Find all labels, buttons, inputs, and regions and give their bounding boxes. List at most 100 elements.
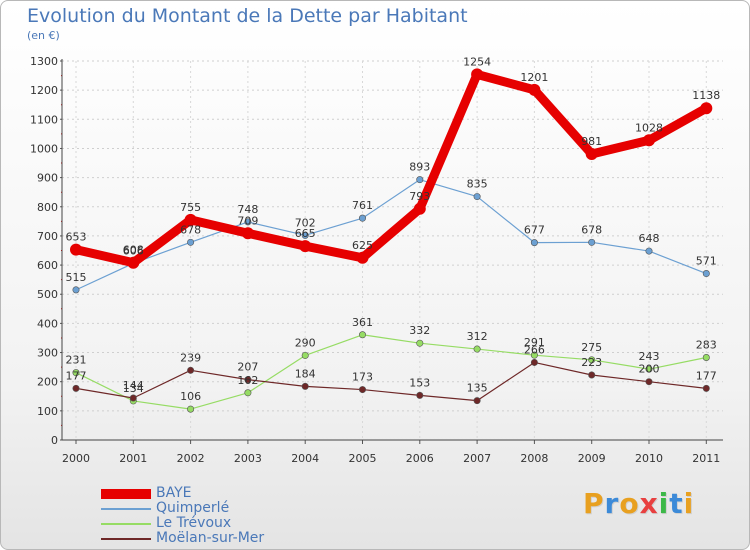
y-tick-label: 400 bbox=[37, 317, 58, 330]
x-tick-label: 2008 bbox=[520, 452, 548, 465]
data-label-baye: 1254 bbox=[463, 55, 491, 68]
y-tick-label: 1000 bbox=[30, 142, 58, 155]
data-point-le-trevoux bbox=[244, 389, 252, 397]
y-tick-label: 1200 bbox=[30, 84, 58, 97]
y-tick-label: 900 bbox=[37, 172, 58, 185]
data-label-quimperle: 748 bbox=[237, 203, 258, 216]
data-point-baye bbox=[471, 68, 484, 81]
data-point-quimperle bbox=[187, 238, 195, 246]
data-label-moelan-sur-mer: 153 bbox=[409, 376, 430, 389]
data-label-baye: 1138 bbox=[692, 89, 720, 102]
data-label-moelan-sur-mer: 177 bbox=[66, 369, 87, 382]
y-tick-label: 800 bbox=[37, 201, 58, 214]
data-point-quimperle bbox=[530, 239, 538, 247]
data-point-le-trevoux bbox=[301, 351, 309, 359]
logo-letter: o bbox=[619, 487, 640, 520]
logo-letter: i bbox=[683, 487, 695, 520]
data-label-le-trevoux: 361 bbox=[352, 316, 373, 329]
data-point-moelan-sur-mer bbox=[187, 366, 195, 374]
data-label-baye: 755 bbox=[180, 201, 201, 214]
unit-label: (en €) bbox=[27, 29, 60, 42]
data-label-baye: 793 bbox=[409, 190, 430, 203]
data-label-moelan-sur-mer: 239 bbox=[180, 351, 201, 364]
data-point-baye bbox=[241, 227, 254, 240]
y-tick-label: 0 bbox=[51, 434, 58, 447]
logo-letter: P bbox=[583, 487, 605, 520]
data-point-quimperle bbox=[244, 218, 252, 226]
data-label-quimperle: 648 bbox=[639, 232, 660, 245]
data-point-quimperle bbox=[416, 176, 424, 184]
data-point-quimperle bbox=[473, 193, 481, 201]
data-label-moelan-sur-mer: 177 bbox=[696, 369, 717, 382]
data-point-quimperle bbox=[645, 247, 653, 255]
legend-label-le-trevoux: Le Trévoux bbox=[156, 515, 232, 531]
y-tick-label: 1300 bbox=[30, 55, 58, 68]
data-point-le-trevoux bbox=[588, 356, 596, 364]
data-label-quimperle: 677 bbox=[524, 224, 545, 237]
y-tick-label: 200 bbox=[37, 376, 58, 389]
data-label-moelan-sur-mer: 207 bbox=[237, 361, 258, 374]
data-point-baye bbox=[700, 102, 713, 115]
data-point-quimperle bbox=[588, 238, 596, 246]
data-label-baye: 709 bbox=[237, 214, 258, 227]
data-label-quimperle: 515 bbox=[66, 271, 87, 284]
x-tick-label: 2002 bbox=[177, 452, 205, 465]
data-point-moelan-sur-mer bbox=[645, 378, 653, 386]
legend-label-moelan-sur-mer: Moëlan-sur-Mer bbox=[156, 530, 265, 546]
data-label-moelan-sur-mer: 266 bbox=[524, 343, 545, 356]
data-point-moelan-sur-mer bbox=[72, 384, 80, 392]
data-point-moelan-sur-mer bbox=[530, 358, 538, 366]
x-tick-label: 2001 bbox=[119, 452, 147, 465]
data-label-moelan-sur-mer: 223 bbox=[581, 356, 602, 369]
data-point-baye bbox=[356, 251, 369, 264]
data-point-moelan-sur-mer bbox=[473, 397, 481, 405]
logo-letter: i bbox=[658, 487, 670, 520]
data-point-baye bbox=[528, 83, 541, 96]
legend-swatch-moelan-sur-mer bbox=[101, 537, 151, 540]
data-point-baye bbox=[299, 240, 312, 253]
data-label-le-trevoux: 162 bbox=[237, 374, 258, 387]
data-label-le-trevoux: 291 bbox=[524, 336, 545, 349]
data-point-quimperle bbox=[301, 231, 309, 239]
data-point-moelan-sur-mer bbox=[416, 391, 424, 399]
x-tick-label: 2003 bbox=[234, 452, 262, 465]
data-label-le-trevoux: 275 bbox=[581, 341, 602, 354]
data-label-le-trevoux: 106 bbox=[180, 390, 201, 403]
series-line-moelan-sur-mer bbox=[75, 361, 707, 402]
data-label-quimperle: 835 bbox=[467, 178, 488, 191]
series-line-quimperle bbox=[75, 179, 707, 291]
data-label-quimperle: 571 bbox=[696, 255, 717, 268]
data-point-le-trevoux bbox=[187, 405, 195, 413]
legend-label-quimperle: Quimperlé bbox=[156, 500, 230, 516]
x-tick-label: 2009 bbox=[578, 452, 606, 465]
logo-letter: r bbox=[604, 487, 620, 520]
data-label-le-trevoux: 283 bbox=[696, 338, 717, 351]
data-label-le-trevoux: 231 bbox=[66, 354, 87, 367]
data-point-quimperle bbox=[72, 286, 80, 294]
legend-swatch-quimperle bbox=[101, 507, 151, 510]
data-label-moelan-sur-mer: 184 bbox=[295, 367, 316, 380]
data-label-baye: 608 bbox=[123, 244, 144, 257]
data-point-le-trevoux bbox=[358, 331, 366, 339]
data-label-quimperle: 702 bbox=[295, 216, 316, 229]
data-point-baye bbox=[585, 148, 598, 161]
x-tick-label: 2011 bbox=[692, 452, 720, 465]
data-point-baye bbox=[413, 202, 426, 215]
y-tick-label: 300 bbox=[37, 347, 58, 360]
data-label-le-trevoux: 290 bbox=[295, 336, 316, 349]
data-label-le-trevoux: 312 bbox=[467, 330, 488, 343]
x-tick-label: 2007 bbox=[463, 452, 491, 465]
x-tick-label: 2006 bbox=[406, 452, 434, 465]
proxiti-logo: Proxiti bbox=[583, 487, 694, 520]
data-point-quimperle bbox=[702, 270, 710, 278]
data-point-moelan-sur-mer bbox=[702, 384, 710, 392]
data-point-quimperle bbox=[358, 214, 366, 222]
data-point-baye bbox=[70, 243, 82, 256]
logo-letter: t bbox=[669, 487, 684, 520]
data-point-le-trevoux bbox=[530, 351, 538, 359]
y-tick-label: 700 bbox=[37, 230, 58, 243]
x-tick-label: 2005 bbox=[349, 452, 377, 465]
data-label-quimperle: 678 bbox=[180, 223, 201, 236]
data-point-moelan-sur-mer bbox=[244, 376, 252, 384]
